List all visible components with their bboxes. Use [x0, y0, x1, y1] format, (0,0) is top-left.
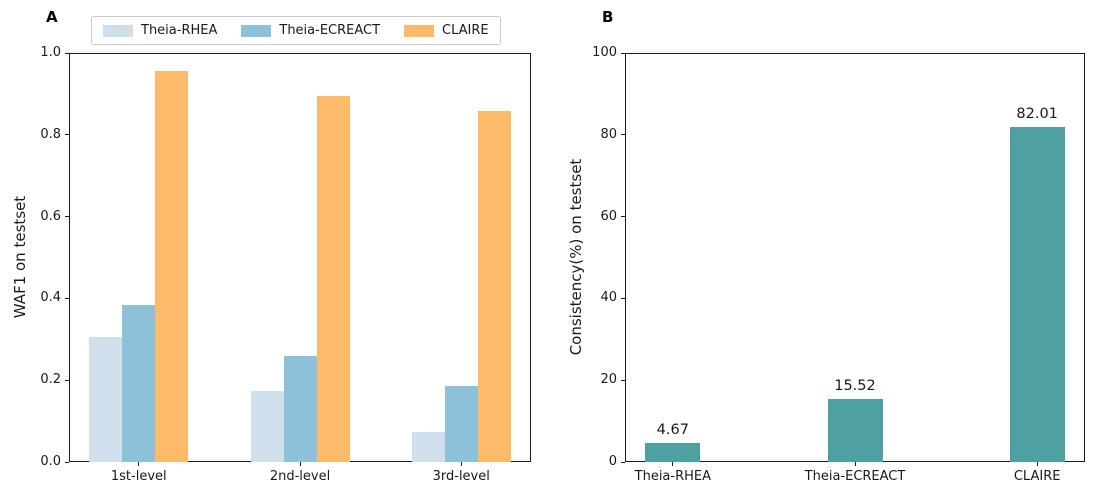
legend-label: Theia-ECREACT — [279, 23, 381, 38]
legend-item: Theia-RHEA — [103, 23, 217, 38]
y-tick-mark — [621, 461, 625, 463]
plot-area-b — [625, 53, 1085, 462]
bar — [477, 110, 511, 462]
x-tick-label: Theia-ECREACT — [804, 469, 906, 484]
y-tick-label: 1.0 — [40, 45, 61, 60]
legend-label: CLAIRE — [442, 23, 489, 38]
y-tick-label: 0.4 — [40, 290, 61, 306]
y-tick-mark — [621, 297, 625, 299]
y-tick-mark — [65, 297, 69, 299]
y-tick-mark — [65, 52, 69, 54]
y-tick-label: 80 — [600, 126, 617, 142]
bar-value-label: 4.67 — [656, 421, 689, 438]
bar — [1009, 126, 1065, 462]
y-tick-mark — [65, 134, 69, 136]
y-tick-label: 0.2 — [40, 372, 61, 388]
x-tick-mark — [299, 462, 301, 466]
bar — [250, 391, 284, 462]
bar — [827, 398, 883, 462]
x-tick-mark — [460, 462, 462, 466]
panel-a-label: A — [46, 8, 58, 26]
bar — [122, 304, 156, 462]
y-tick-mark — [65, 379, 69, 381]
legend-label: Theia-RHEA — [141, 23, 218, 38]
y-tick-label: 0.8 — [40, 126, 61, 142]
legend-swatch — [241, 24, 272, 37]
x-tick-label: 2nd-level — [269, 469, 331, 484]
x-tick-mark — [854, 462, 856, 466]
legend-item: CLAIRE — [404, 23, 489, 38]
x-tick-label: 3rd-level — [432, 469, 490, 484]
x-tick-label: 1st-level — [110, 469, 167, 484]
bar — [645, 442, 701, 462]
panel-b-label: B — [602, 8, 614, 26]
y-tick-label: 0.6 — [40, 208, 61, 224]
legend: Theia-RHEA Theia-ECREACT CLAIRE — [91, 16, 501, 45]
y-tick-label: 40 — [600, 290, 617, 306]
bar — [89, 337, 123, 462]
bar-value-label: 15.52 — [834, 377, 876, 394]
y-tick-mark — [621, 216, 625, 218]
x-tick-mark — [672, 462, 674, 466]
bar — [411, 432, 445, 462]
y-tick-label: 60 — [600, 208, 617, 224]
y-tick-mark — [621, 134, 625, 136]
x-tick-label: CLAIRE — [1013, 469, 1061, 484]
x-tick-mark — [138, 462, 140, 466]
legend-swatch — [404, 24, 435, 37]
y-tick-label: 100 — [592, 45, 617, 60]
y-tick-mark — [65, 216, 69, 218]
y-tick-label: 20 — [600, 372, 617, 388]
y-tick-mark — [65, 461, 69, 463]
legend-swatch — [103, 24, 133, 37]
bar — [444, 385, 478, 462]
x-tick-mark — [1036, 462, 1038, 466]
bar-value-label: 82.01 — [1016, 105, 1058, 122]
bar — [283, 356, 317, 462]
y-axis-label-b: Consistency(%) on testset — [567, 158, 585, 356]
y-tick-label: 0.0 — [40, 454, 61, 469]
legend-item: Theia-ECREACT — [241, 23, 380, 38]
bar — [155, 70, 189, 462]
y-tick-mark — [621, 379, 625, 381]
y-tick-mark — [621, 52, 625, 54]
y-tick-label: 0 — [608, 454, 617, 469]
x-tick-label: Theia-RHEA — [634, 469, 712, 484]
bar — [316, 95, 350, 462]
